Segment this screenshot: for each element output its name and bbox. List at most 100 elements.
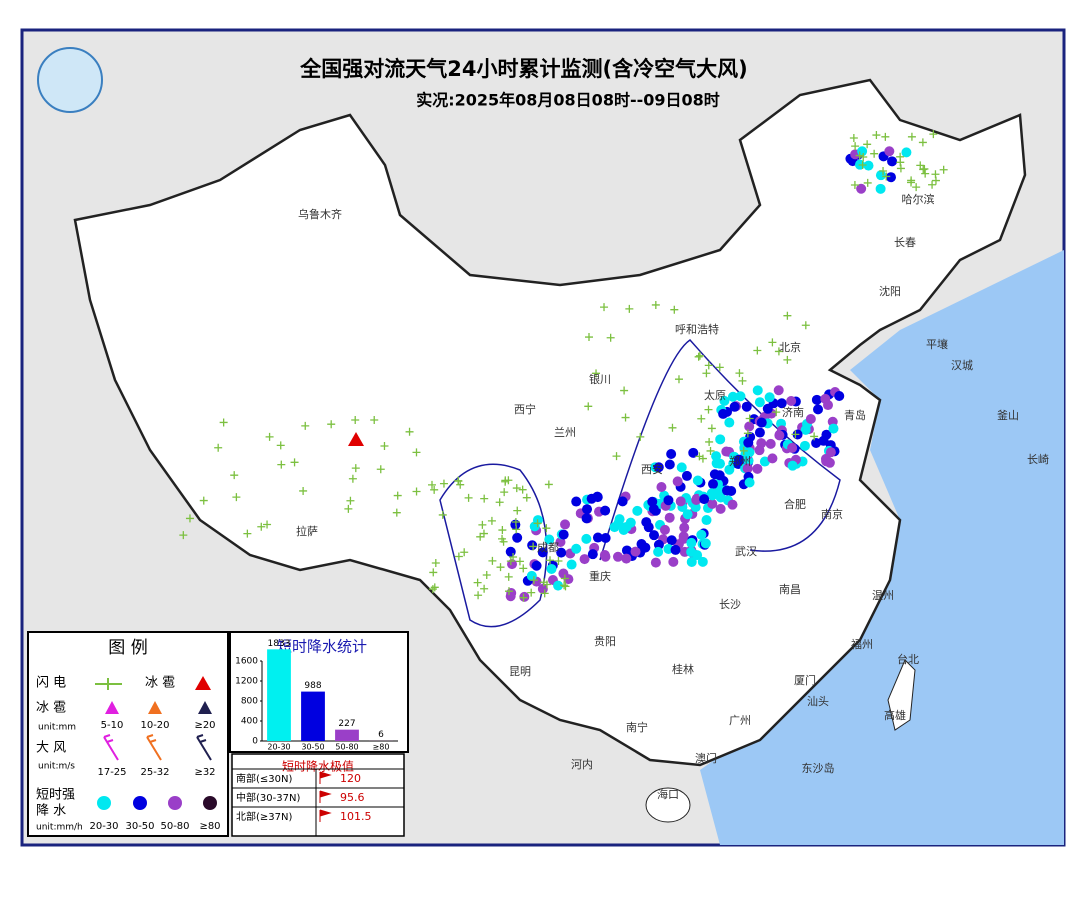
rain-dot: [715, 470, 725, 480]
rain-dot: [765, 392, 775, 402]
rain-dot: [582, 504, 592, 514]
city-label: 乌鲁木齐: [298, 207, 342, 221]
city-label: 台北: [897, 652, 919, 666]
rain-dot: [825, 458, 835, 468]
city-label: 西安: [641, 462, 663, 476]
city-label: 哈尔滨: [902, 192, 935, 206]
extreme-region: 南部(≤30N): [236, 772, 292, 785]
rain-dot: [621, 554, 631, 564]
rain-dot: [527, 571, 537, 581]
city-label: 郑州: [729, 454, 751, 468]
rain-dot: [663, 495, 673, 505]
title: 全国强对流天气24小时累计监测(含冷空气大风): [299, 57, 747, 81]
rain-dot: [834, 391, 844, 401]
rain-dot: [828, 424, 838, 434]
city-label: 釜山: [997, 408, 1019, 422]
rain-dot: [800, 441, 810, 451]
rain-dot: [715, 434, 725, 444]
legend-icon: [133, 796, 147, 810]
rain-dot: [613, 552, 623, 562]
rain-dot: [600, 552, 610, 562]
rain-dot: [686, 538, 696, 548]
rain-dot: [886, 172, 896, 182]
city-label: 贵阳: [594, 635, 616, 648]
rain-dot: [600, 506, 610, 516]
legend-level: ≥20: [194, 720, 215, 731]
value-label: 227: [338, 719, 355, 729]
rain-dot: [708, 479, 718, 489]
rain-dot: [699, 494, 709, 504]
rain-dot: [668, 557, 678, 567]
city-label: 汕头: [807, 695, 829, 708]
rain-dot: [901, 147, 911, 157]
city-label: 拉萨: [296, 524, 318, 538]
rain-dot: [724, 418, 734, 428]
x-tick-label: 50-80: [335, 743, 358, 752]
rain-dot: [730, 402, 740, 412]
legend-level: 10-20: [140, 720, 169, 731]
rain-dot: [857, 146, 867, 156]
rain-dot: [826, 447, 836, 457]
legend-level: 50-80: [160, 821, 189, 832]
rain-dot: [767, 453, 777, 463]
rain-dot: [823, 400, 833, 410]
city-label: 太原: [704, 389, 726, 402]
rain-dot: [787, 443, 797, 453]
legend-unit: unit:mm: [38, 723, 76, 733]
rain-dot: [752, 464, 762, 474]
city-label: 青岛: [844, 408, 866, 422]
legend-level: 17-25: [97, 767, 126, 778]
rain-dot: [506, 547, 516, 557]
city-label: 平壤: [926, 337, 948, 351]
rain-dot: [665, 513, 675, 523]
city-label: 北京: [779, 340, 801, 354]
legend-level: 5-10: [101, 720, 124, 731]
legend-label: 闪 电: [36, 676, 66, 691]
rain-dot: [753, 385, 763, 395]
rain-dot: [786, 396, 796, 406]
rain-dot: [711, 451, 721, 461]
rain-dot: [571, 544, 581, 554]
rain-dot: [687, 557, 697, 567]
legend-unit: unit:mm/h: [36, 823, 83, 833]
city-label: 呼和浩特: [675, 322, 719, 336]
rain-dot: [735, 391, 745, 401]
legend-label: 短时强: [36, 788, 75, 803]
legend-level: 30-50: [125, 821, 154, 832]
legend-icon: [203, 796, 217, 810]
rain-dot: [806, 414, 816, 424]
city-label: 长春: [894, 236, 916, 249]
rain-dot: [618, 496, 628, 506]
rain-dot: [532, 561, 542, 571]
legend-icon: [168, 796, 182, 810]
rain-dot: [755, 397, 765, 407]
rain-dot: [887, 156, 897, 166]
y-tick-label: 800: [241, 697, 258, 707]
rain-dot: [506, 591, 516, 601]
city-label: 长沙: [719, 598, 741, 611]
city-label: 重庆: [589, 569, 611, 583]
rain-dot: [649, 530, 659, 540]
city-label: 西宁: [514, 402, 536, 416]
rain-dot: [560, 519, 570, 529]
legend-level: ≥32: [194, 767, 215, 778]
rain-dot: [660, 525, 670, 535]
rain-dot: [757, 418, 767, 428]
value-label: 1833: [268, 639, 291, 649]
rain-dot: [559, 530, 569, 540]
extreme-region: 中部(30-37N): [236, 791, 300, 804]
value-label: 6: [378, 730, 384, 740]
rain-dot: [682, 471, 692, 481]
rain-dot: [728, 500, 738, 510]
rain-dot: [512, 533, 522, 543]
x-tick-label: 20-30: [267, 743, 290, 752]
city-label: 南宁: [626, 720, 648, 734]
value-label: 988: [304, 681, 321, 691]
rain-dot: [677, 462, 687, 472]
rain-dot: [812, 395, 822, 405]
city-label: 武汉: [735, 545, 757, 558]
city-label: 南京: [821, 507, 843, 521]
extreme-value: 120: [340, 772, 361, 785]
city-label: 银川: [589, 372, 611, 386]
